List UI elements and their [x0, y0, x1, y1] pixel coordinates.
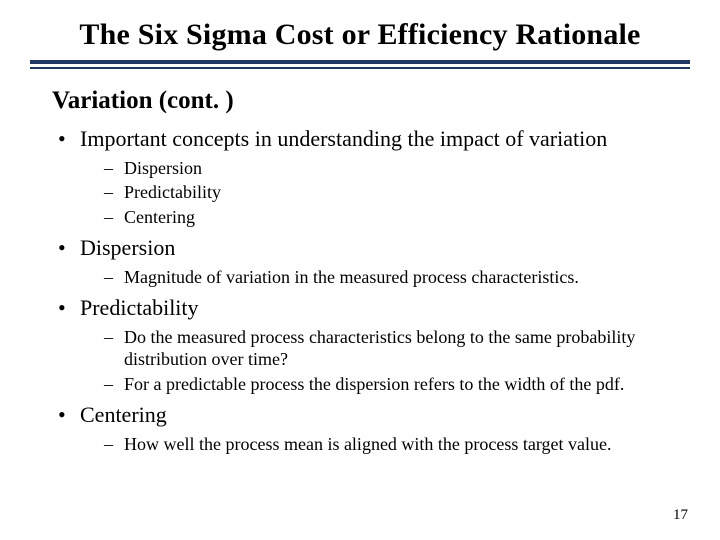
list-item: Important concepts in understanding the …	[52, 125, 680, 228]
list-item: For a predictable process the dispersion…	[80, 373, 680, 396]
list-item-text: Important concepts in understanding the …	[80, 126, 607, 151]
subheading: Variation (cont. )	[52, 87, 680, 115]
rule-thick	[30, 60, 690, 64]
rule-thin	[30, 67, 690, 69]
list-item: Predictability Do the measured process c…	[52, 294, 680, 395]
list-item-text: Predictability	[124, 182, 221, 202]
list-item-text: Predictability	[80, 295, 199, 320]
list-item-text: Dispersion	[124, 158, 202, 178]
sub-list: Magnitude of variation in the measured p…	[80, 266, 680, 289]
list-item-text: Dispersion	[80, 235, 175, 260]
title-rule	[30, 60, 690, 69]
list-item: Dispersion	[80, 157, 680, 180]
list-item-text: Centering	[124, 207, 195, 227]
content-area: Variation (cont. ) Important concepts in…	[30, 87, 690, 455]
list-item: Centering How well the process mean is a…	[52, 401, 680, 455]
list-item: How well the process mean is aligned wit…	[80, 433, 680, 456]
sub-list: Dispersion Predictability Centering	[80, 157, 680, 229]
bullet-list: Important concepts in understanding the …	[52, 125, 680, 455]
sub-list: Do the measured process characteristics …	[80, 326, 680, 396]
list-item-text: Magnitude of variation in the measured p…	[124, 267, 579, 287]
list-item-text: Do the measured process characteristics …	[124, 327, 635, 370]
slide: The Six Sigma Cost or Efficiency Rationa…	[0, 0, 720, 540]
list-item-text: How well the process mean is aligned wit…	[124, 434, 612, 454]
list-item: Magnitude of variation in the measured p…	[80, 266, 680, 289]
list-item: Dispersion Magnitude of variation in the…	[52, 234, 680, 288]
list-item: Predictability	[80, 181, 680, 204]
page-number: 17	[673, 507, 688, 524]
list-item: Do the measured process characteristics …	[80, 326, 680, 371]
slide-title: The Six Sigma Cost or Efficiency Rationa…	[30, 18, 690, 52]
list-item: Centering	[80, 206, 680, 229]
list-item-text: Centering	[80, 402, 167, 427]
list-item-text: For a predictable process the dispersion…	[124, 374, 624, 394]
sub-list: How well the process mean is aligned wit…	[80, 433, 680, 456]
